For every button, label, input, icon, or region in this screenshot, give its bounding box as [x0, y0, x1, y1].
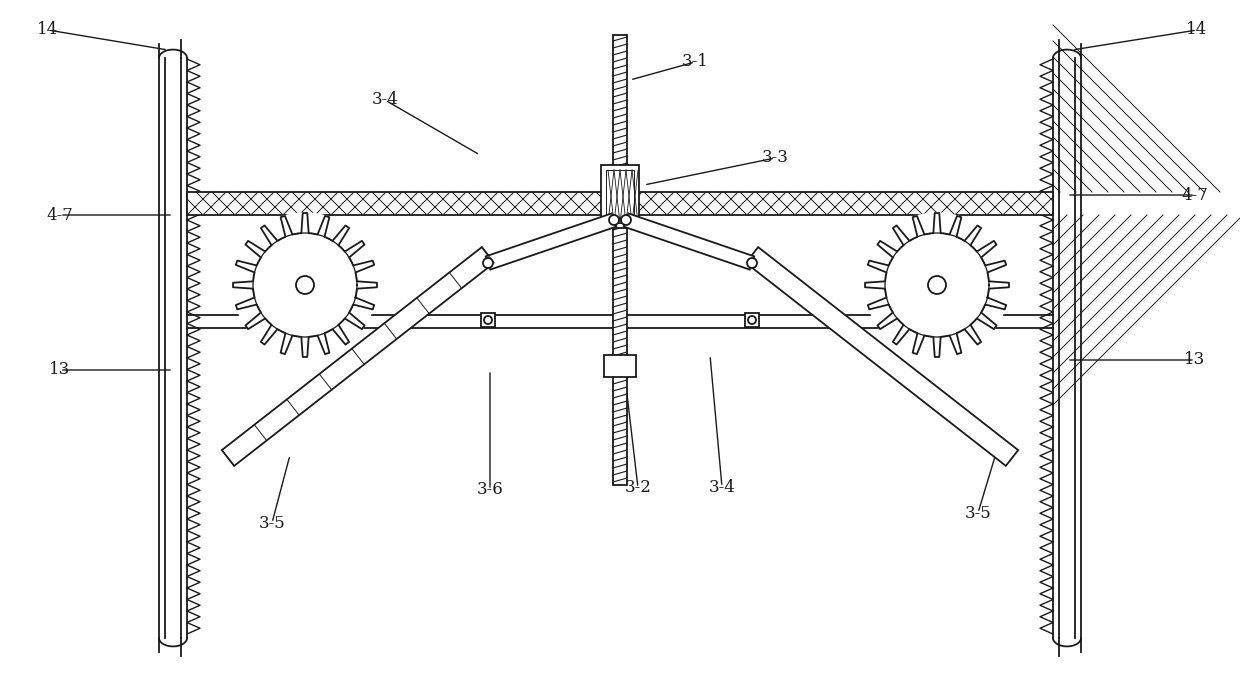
Text: 3-4: 3-4 [372, 92, 398, 109]
Polygon shape [486, 213, 616, 269]
Circle shape [609, 215, 619, 225]
Text: 13: 13 [50, 362, 71, 379]
Text: 3-5: 3-5 [259, 514, 285, 531]
Polygon shape [624, 213, 754, 269]
Text: 14: 14 [37, 22, 58, 38]
Circle shape [233, 213, 377, 357]
Circle shape [748, 316, 756, 324]
Text: 13: 13 [1184, 352, 1205, 369]
Polygon shape [745, 247, 1018, 466]
Polygon shape [866, 213, 1009, 357]
Text: 3-5: 3-5 [965, 504, 991, 522]
Polygon shape [222, 247, 495, 466]
Text: 3-4: 3-4 [708, 479, 735, 495]
Text: 3-1: 3-1 [682, 53, 708, 70]
Bar [604, 355, 636, 377]
Circle shape [621, 215, 631, 225]
Circle shape [928, 276, 946, 294]
Text: 14: 14 [1187, 22, 1208, 38]
Bar [187, 192, 1053, 215]
Text: 3-6: 3-6 [476, 481, 503, 499]
Bar [613, 35, 627, 485]
Circle shape [484, 316, 492, 324]
Text: 4-7: 4-7 [47, 207, 73, 223]
Bar [606, 170, 634, 223]
Text: 3-3: 3-3 [761, 149, 789, 167]
Circle shape [296, 276, 314, 294]
Circle shape [866, 213, 1009, 357]
Bar [601, 165, 639, 228]
Circle shape [484, 258, 494, 268]
Text: 3-2: 3-2 [625, 479, 651, 497]
Bar [745, 313, 759, 327]
Text: 4-7: 4-7 [1182, 186, 1209, 203]
Bar [481, 313, 495, 327]
Circle shape [746, 258, 756, 268]
Polygon shape [233, 213, 377, 357]
